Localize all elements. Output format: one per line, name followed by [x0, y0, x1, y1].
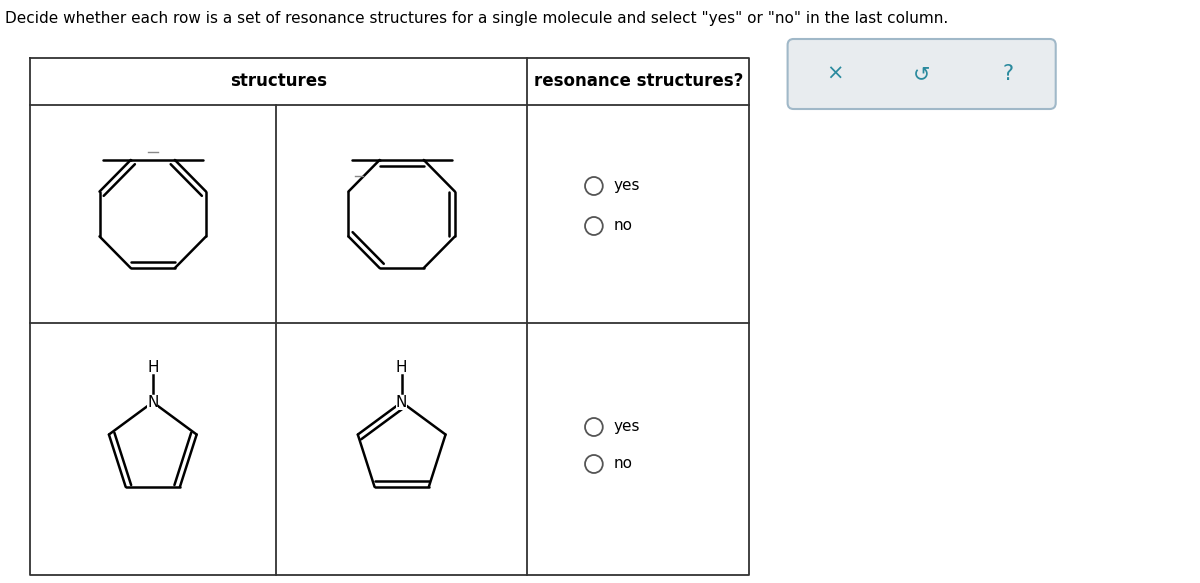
Text: resonance structures?: resonance structures? [534, 72, 743, 90]
Text: yes: yes [613, 178, 640, 194]
Text: structures: structures [230, 72, 326, 90]
Text: ?: ? [1003, 64, 1014, 84]
Text: N: N [396, 395, 407, 410]
Text: ×: × [826, 64, 844, 84]
Text: N: N [148, 395, 158, 410]
FancyBboxPatch shape [787, 39, 1056, 109]
Text: H: H [148, 360, 158, 375]
Text: Decide whether each row is a set of resonance structures for a single molecule a: Decide whether each row is a set of reso… [5, 11, 948, 26]
Text: yes: yes [613, 420, 640, 434]
Text: no: no [613, 456, 632, 472]
Text: ↺: ↺ [913, 64, 930, 84]
Text: no: no [613, 219, 632, 234]
Text: H: H [396, 360, 408, 375]
